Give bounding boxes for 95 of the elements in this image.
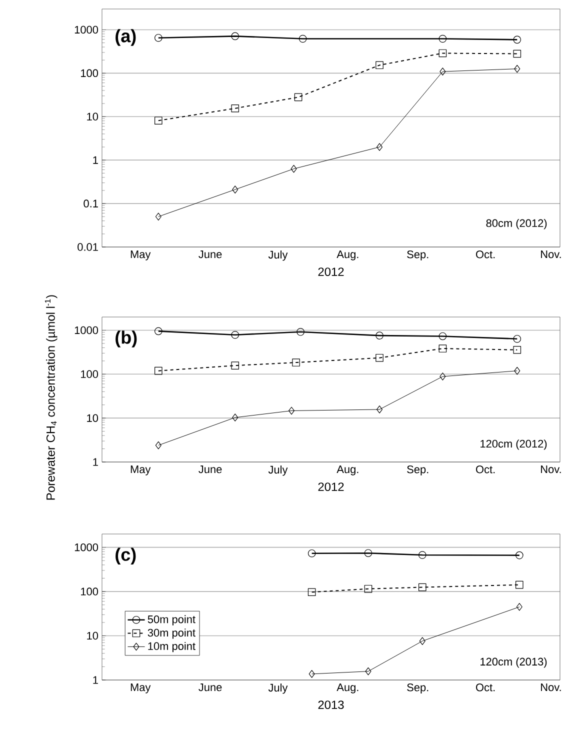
- point: [232, 186, 238, 194]
- point: [438, 49, 447, 58]
- point: [308, 670, 315, 678]
- x-axis-title: 2012: [318, 268, 344, 276]
- y-tick-label: 100: [81, 370, 98, 378]
- y-axis-title: Porewater CH$_{4}$ concentration (µmol l$^{-1}$): [44, 295, 58, 500]
- y-tick-label: 0.01: [78, 243, 98, 251]
- point: [513, 346, 522, 354]
- x-axis-title: 2013: [318, 700, 344, 710]
- x-tick-label: July: [268, 466, 288, 476]
- point: [438, 332, 447, 340]
- point: [231, 330, 240, 339]
- point: [376, 332, 384, 340]
- x-tick-label: June: [198, 684, 222, 692]
- y-tick-label: 1000: [74, 543, 98, 552]
- point: [292, 358, 300, 366]
- y-tick-label: 100: [81, 588, 98, 596]
- point: [298, 34, 307, 43]
- point: [308, 549, 316, 558]
- point: [513, 334, 522, 343]
- x-tick-label: Nov.: [541, 684, 561, 692]
- x-tick-label: July: [268, 684, 288, 694]
- point: [232, 414, 238, 422]
- point: [308, 588, 316, 596]
- y-tick-label: 1: [93, 676, 98, 684]
- point: [154, 327, 162, 336]
- point: [290, 164, 297, 173]
- x-tick-label: Nov.: [541, 466, 561, 474]
- point: [515, 580, 524, 589]
- y-tick-label: 100: [81, 69, 98, 78]
- point: [515, 551, 524, 560]
- annotation: 120cm (2013): [480, 658, 547, 668]
- x-tick-label: Oct.: [476, 250, 495, 258]
- point: [154, 366, 162, 375]
- point: [376, 406, 383, 414]
- x-tick-label: July: [268, 250, 288, 261]
- legend-label: 50m point: [148, 615, 196, 626]
- point: [376, 61, 384, 70]
- annotation: 80cm (2012): [486, 218, 547, 230]
- y-tick-label: 1: [93, 156, 98, 164]
- y-tick-label: 10: [87, 112, 98, 121]
- x-tick-label: Sep.: [407, 684, 428, 694]
- point: [440, 372, 446, 380]
- y-tick-label: 0.1: [84, 200, 98, 208]
- point: [288, 406, 295, 415]
- x-tick-label: Nov.: [541, 250, 561, 258]
- point: [513, 50, 522, 58]
- legend-label: 10m point: [148, 642, 196, 652]
- x-tick-label: May: [130, 684, 151, 694]
- point: [376, 143, 383, 151]
- y-tick-label: 1: [93, 458, 98, 466]
- point: [231, 32, 240, 40]
- point: [364, 549, 372, 557]
- annotation: (c): [116, 548, 136, 564]
- x-tick-label: Aug.: [336, 466, 358, 476]
- point: [296, 328, 304, 336]
- point: [513, 36, 522, 44]
- y-tick-label: 1000: [74, 26, 98, 34]
- point: [365, 667, 372, 676]
- x-tick-label: May: [130, 250, 151, 260]
- legend-label: 30m point: [148, 628, 196, 639]
- annotation: (b): [116, 330, 137, 348]
- x-tick-label: Oct.: [476, 684, 495, 692]
- point: [376, 354, 384, 362]
- x-tick-label: June: [198, 250, 222, 258]
- point: [514, 64, 520, 73]
- x-axis-title: 2012: [318, 482, 344, 492]
- x-tick-label: May: [130, 466, 151, 476]
- point: [231, 104, 240, 112]
- x-tick-label: June: [198, 466, 222, 474]
- point: [516, 602, 522, 611]
- x-tick-label: Sep.: [407, 250, 428, 260]
- y-tick-label: 10: [87, 632, 98, 640]
- point: [438, 344, 447, 352]
- point: [514, 366, 520, 375]
- x-tick-label: Sep.: [407, 466, 428, 476]
- point: [155, 212, 162, 221]
- point: [155, 441, 162, 450]
- point: [231, 362, 240, 370]
- annotation: 120cm (2012): [480, 440, 547, 450]
- point: [419, 637, 426, 645]
- point: [438, 34, 447, 43]
- point: [294, 93, 302, 102]
- x-tick-label: Oct.: [476, 466, 495, 474]
- point: [154, 116, 162, 125]
- y-tick-label: 1000: [74, 326, 98, 334]
- point: [418, 583, 426, 592]
- point: [364, 584, 372, 593]
- annotation: (a): [116, 29, 136, 46]
- y-tick-label: 10: [87, 414, 98, 422]
- x-tick-label: Aug.: [336, 684, 358, 694]
- x-tick-label: Aug.: [336, 250, 358, 260]
- point: [418, 551, 426, 559]
- point: [154, 34, 162, 42]
- point: [440, 68, 446, 76]
